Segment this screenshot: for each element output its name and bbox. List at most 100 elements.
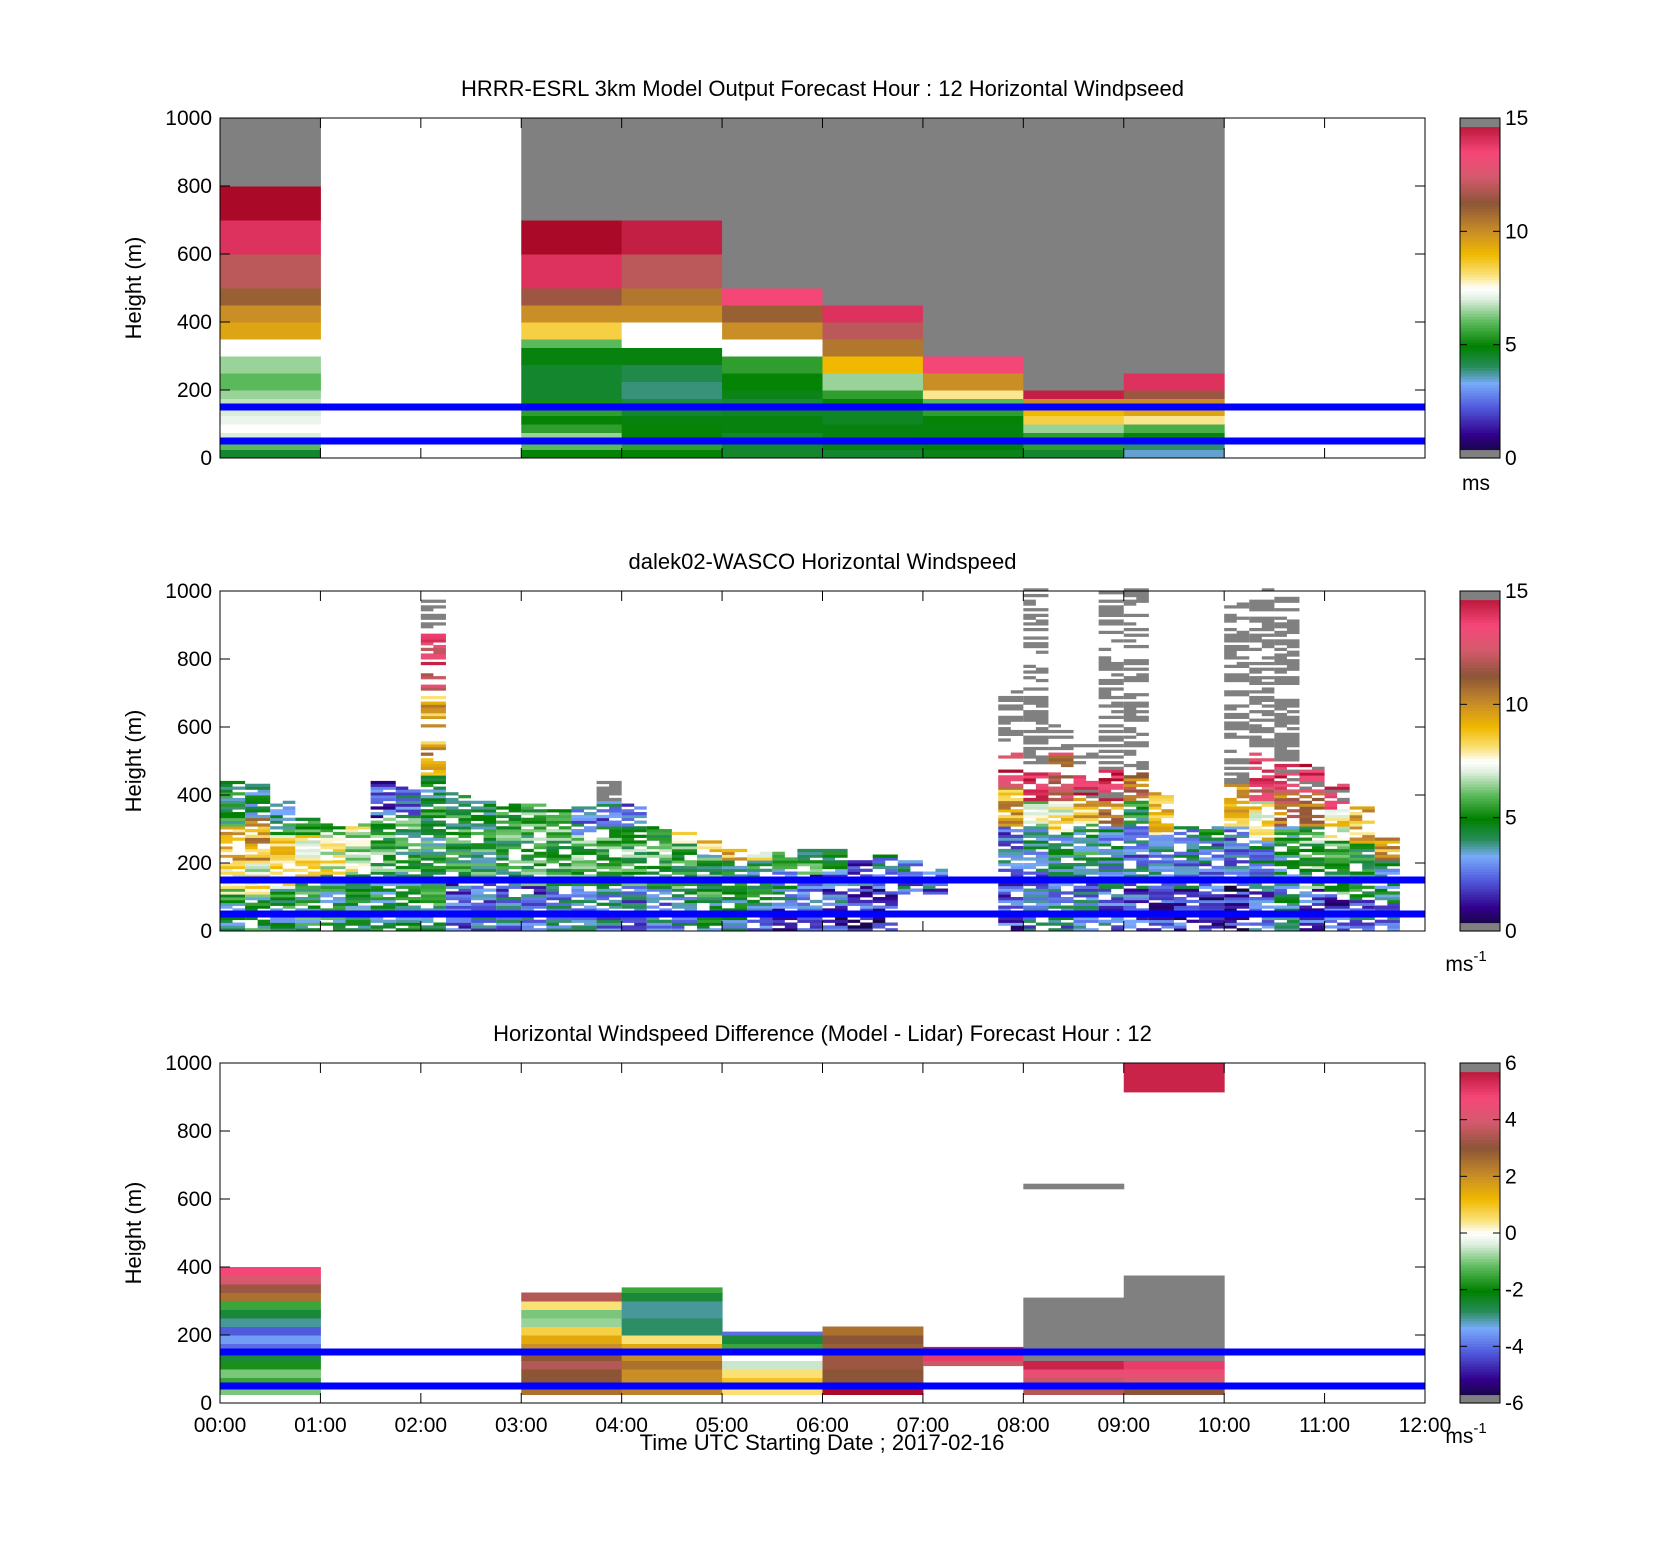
- heatmap-cell: [822, 424, 924, 450]
- heatmap-cell: [521, 1386, 623, 1395]
- lidar-cell: [596, 891, 622, 895]
- lidar-cell: [1111, 772, 1124, 776]
- lidar-cell: [571, 891, 597, 895]
- lidar-cell: [307, 905, 321, 909]
- heatmap-cell: [922, 441, 1024, 450]
- lidar-cell: [998, 863, 1024, 867]
- lidar-cell: [1236, 792, 1250, 796]
- lidar-cell: [270, 846, 296, 850]
- colorbar-swatch: [1460, 608, 1500, 612]
- lidar-cell: [370, 848, 396, 853]
- lidar-cell: [1337, 846, 1350, 850]
- colorbar-swatch: [1460, 792, 1500, 796]
- lidar-cell: [1249, 738, 1275, 742]
- lidar-cell: [245, 894, 271, 898]
- lidar-cell: [671, 843, 697, 847]
- lidar-cell: [1249, 608, 1275, 612]
- colorbar-swatch: [1460, 177, 1500, 181]
- lidar-cell: [370, 916, 384, 921]
- colorbar-swatch: [1460, 1218, 1500, 1223]
- lidar-cell: [471, 885, 484, 889]
- lidar-cell: [1073, 809, 1099, 813]
- lidar-cell: [220, 899, 246, 904]
- lidar-cell: [1123, 846, 1149, 850]
- y-tick-label: 400: [177, 1256, 212, 1279]
- lidar-cell: [320, 829, 333, 833]
- lidar-cell: [659, 863, 672, 867]
- lidar-cell: [1098, 769, 1124, 773]
- lidar-cell: [1123, 704, 1149, 708]
- lidar-cell: [998, 919, 1024, 923]
- lidar-cell: [1098, 681, 1124, 685]
- lidar-cell: [1299, 772, 1325, 776]
- colorbar-swatch: [1460, 424, 1500, 428]
- lidar-cell: [1048, 772, 1061, 776]
- lidar-cell: [1261, 644, 1275, 649]
- lidar-cell: [571, 888, 585, 892]
- lidar-cell: [370, 786, 396, 790]
- lidar-cell: [1286, 919, 1300, 923]
- lidar-cell: [784, 874, 798, 878]
- lidar-cell: [508, 809, 522, 813]
- lidar-cell: [395, 837, 409, 841]
- heatmap-cell: [822, 1352, 924, 1370]
- lidar-cell: [1349, 925, 1375, 929]
- lidar-cell: [1023, 792, 1049, 796]
- lidar-cell: [320, 834, 333, 838]
- lidar-cell: [747, 928, 773, 932]
- colorbar-swatch: [1460, 305, 1500, 309]
- lidar-cell: [1023, 775, 1049, 779]
- lidar-cell: [1023, 863, 1049, 867]
- lidar-cell: [395, 823, 421, 827]
- lidar-cell: [546, 837, 572, 841]
- colorbar-tick-label: 0: [1505, 1222, 1517, 1245]
- heatmap-cell: [220, 1352, 321, 1361]
- lidar-cell: [1048, 826, 1061, 830]
- colorbar-swatch: [1460, 429, 1500, 434]
- lidar-cell: [1023, 925, 1036, 929]
- lidar-cell: [584, 812, 597, 816]
- lidar-cell: [1048, 871, 1074, 875]
- lidar-cell: [220, 868, 233, 872]
- lidar-cell: [332, 902, 346, 906]
- lidar-cell: [747, 905, 773, 909]
- lidar-cell: [1274, 752, 1300, 756]
- colorbar-swatch: [1460, 854, 1500, 858]
- colorbar-swatch: [1460, 180, 1500, 184]
- heatmap-cell: [521, 118, 623, 221]
- lidar-cell: [1224, 732, 1237, 736]
- lidar-cell: [295, 888, 321, 892]
- lidar-cell: [847, 882, 873, 887]
- lidar-cell: [872, 860, 886, 864]
- lidar-cell: [772, 891, 785, 895]
- lidar-cell: [420, 803, 434, 807]
- colorbar-swatch: [1460, 418, 1500, 422]
- heatmap-cell: [922, 415, 1024, 425]
- lidar-cell: [508, 874, 522, 878]
- lidar-cell: [696, 899, 723, 904]
- lidar-cell: [1374, 851, 1388, 855]
- colorbar-swatch: [1460, 211, 1500, 215]
- lidar-cell: [1111, 894, 1124, 898]
- colorbar-swatch: [1460, 415, 1500, 419]
- colorbar-swatch: [1460, 387, 1500, 391]
- lidar-cell: [408, 826, 421, 830]
- lidar-cell: [1199, 829, 1225, 833]
- lidar-cell: [521, 837, 547, 841]
- y-tick-label: 0: [200, 447, 212, 470]
- lidar-cell: [270, 894, 296, 898]
- lidar-cell: [1010, 865, 1024, 870]
- lidar-cell: [847, 894, 873, 898]
- lidar-cell: [1123, 627, 1149, 632]
- lidar-cell: [282, 829, 296, 833]
- lidar-cell: [722, 854, 735, 858]
- heatmap-cell: [1123, 1369, 1225, 1378]
- lidar-cell: [1048, 775, 1074, 779]
- lidar-cell: [1148, 851, 1162, 855]
- colorbar-swatch: [1460, 899, 1500, 904]
- lidar-cell: [1186, 894, 1200, 898]
- lidar-cell: [822, 897, 848, 901]
- lidar-cell: [1224, 899, 1250, 904]
- lidar-cell: [370, 783, 396, 787]
